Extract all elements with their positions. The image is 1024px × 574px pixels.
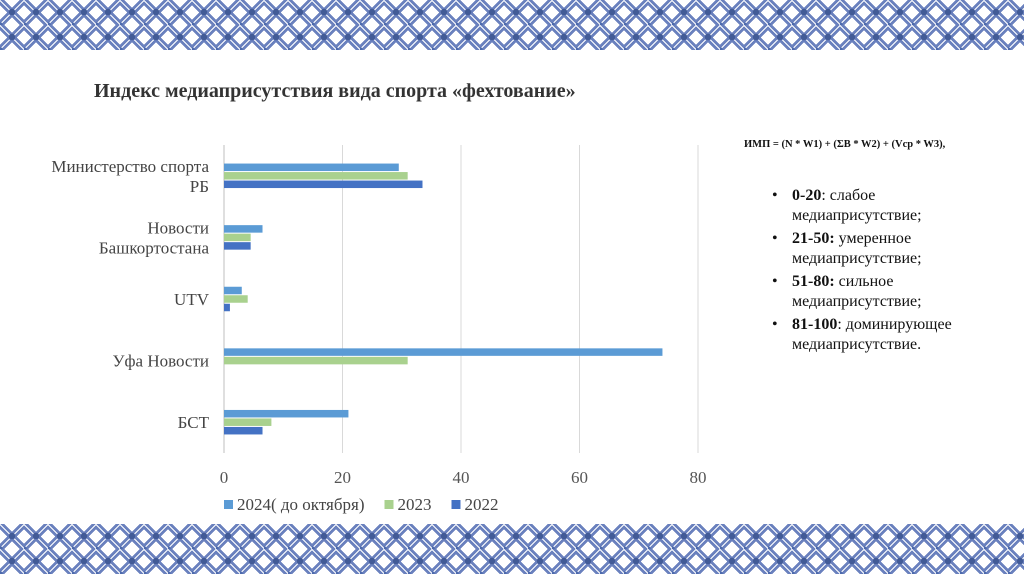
legend-swatch — [384, 500, 394, 509]
scale-item: 21-50: умеренное медиаприсутствие; — [772, 229, 992, 269]
x-tick-label: 0 — [220, 468, 229, 487]
legend-label: 2023 — [398, 495, 432, 514]
bar — [224, 295, 248, 303]
category-label: Уфа Новости — [112, 352, 209, 371]
bar — [224, 242, 251, 250]
scale-item: 51-80: сильное медиаприсутствие; — [772, 272, 992, 312]
x-tick-label: 60 — [571, 468, 588, 487]
category-label: UTV — [174, 290, 210, 309]
bottom-ornament-border — [0, 524, 1024, 574]
category-label: Новости — [147, 218, 209, 237]
bar — [224, 348, 663, 356]
bar — [224, 233, 251, 242]
legend-label: 2024( до октября) — [237, 495, 365, 514]
bar — [224, 409, 349, 418]
legend-label: 2022 — [465, 495, 499, 514]
scale-item: 81-100: доминирующее медиаприсутствие. — [772, 315, 992, 355]
scale-item: 0-20: слабое медиаприсутствие; — [772, 186, 992, 226]
bar — [224, 426, 263, 435]
bar — [224, 225, 263, 233]
legend-swatch — [451, 500, 461, 509]
category-label: Башкортостана — [99, 238, 210, 257]
x-tick-label: 80 — [690, 468, 707, 487]
category-label: РБ — [190, 177, 209, 196]
legend-swatch — [224, 500, 233, 509]
bar — [224, 180, 423, 189]
bar — [224, 172, 408, 180]
bar — [224, 163, 399, 172]
bar — [224, 286, 242, 295]
category-label: БСТ — [178, 413, 210, 432]
bar — [224, 418, 272, 426]
x-tick-label: 20 — [334, 468, 351, 487]
bar — [224, 356, 408, 365]
scale-list: 0-20: слабое медиаприсутствие; 21-50: ум… — [772, 186, 992, 358]
category-label: Министерство спорта — [51, 157, 209, 176]
top-ornament-border — [0, 0, 1024, 50]
slide-title: Индекс медиаприсутствия вида спорта «фех… — [94, 80, 576, 102]
x-tick-label: 40 — [453, 468, 470, 487]
formula-text: ИМП = (N * W1) + (ΣB * W2) + (Vcp * W3), — [744, 139, 946, 150]
bar — [224, 303, 230, 312]
